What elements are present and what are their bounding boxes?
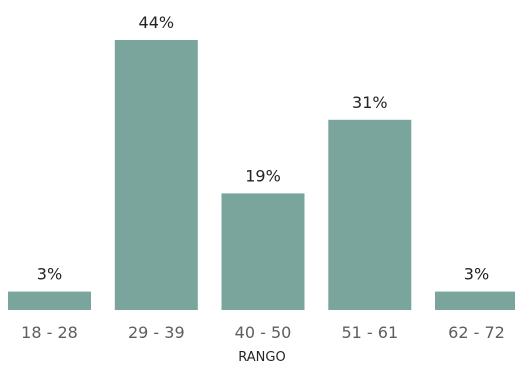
x-tick-label: 40 - 50 [235, 323, 292, 342]
data-label: 44% [139, 13, 175, 32]
data-label: 19% [245, 166, 281, 185]
x-axis-title: RANGO [238, 350, 285, 365]
bars-group [8, 40, 515, 310]
x-tick-label: 62 - 72 [448, 323, 505, 342]
x-tick-label: 51 - 61 [341, 323, 398, 342]
data-label: 31% [352, 93, 388, 112]
bar-51-61[interactable] [328, 119, 412, 310]
bar-40-50[interactable] [221, 193, 305, 310]
data-labels-group: 3% 44% 19% 31% 3% [37, 13, 489, 284]
bar-29-39[interactable] [114, 40, 198, 310]
data-label: 3% [464, 265, 489, 284]
data-label: 3% [37, 265, 62, 284]
bar-62-72[interactable] [435, 291, 515, 310]
x-tick-labels-group: 18 - 28 29 - 39 40 - 50 51 - 61 62 - 72 [21, 323, 505, 342]
bar-18-28[interactable] [8, 291, 91, 310]
x-tick-label: 18 - 28 [21, 323, 78, 342]
x-tick-label: 29 - 39 [128, 323, 185, 342]
